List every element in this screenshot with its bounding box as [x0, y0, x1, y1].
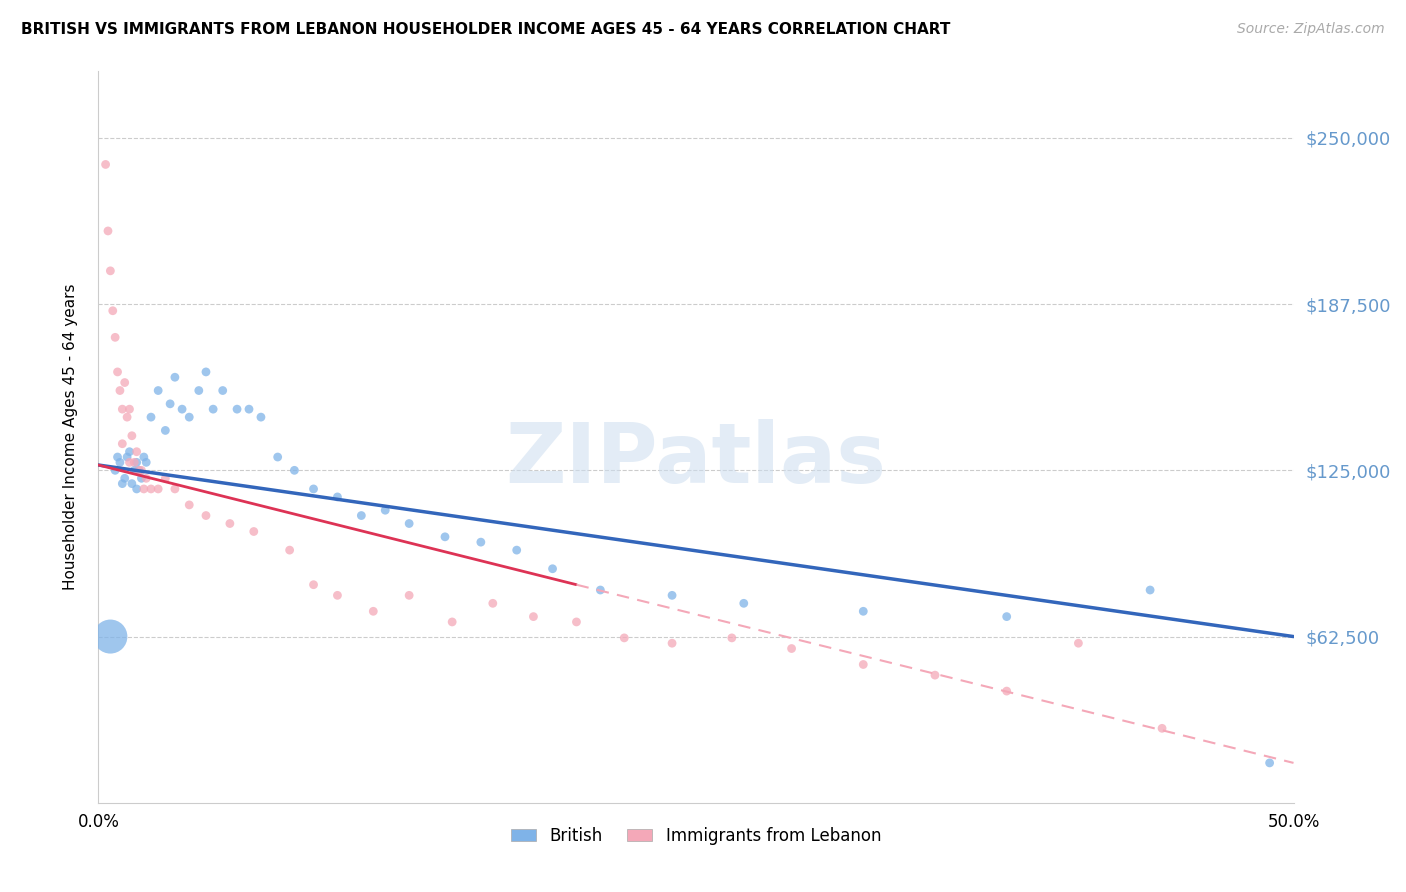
- Point: [661, 588, 683, 602]
- Point: [114, 471, 136, 485]
- Point: [195, 365, 218, 379]
- Point: [924, 668, 946, 682]
- Point: [302, 577, 325, 591]
- Point: [111, 402, 134, 417]
- Point: [565, 615, 588, 629]
- Point: [995, 684, 1018, 698]
- Point: [97, 224, 120, 238]
- Point: [172, 402, 194, 417]
- Point: [163, 482, 186, 496]
- Point: [132, 482, 155, 496]
- Point: [139, 482, 162, 496]
- Point: [108, 455, 131, 469]
- Point: [1258, 756, 1281, 770]
- Point: [118, 455, 141, 469]
- Point: [195, 508, 218, 523]
- Point: [128, 463, 150, 477]
- Point: [115, 450, 138, 464]
- Point: [148, 482, 170, 496]
- Point: [107, 365, 129, 379]
- Point: [434, 530, 457, 544]
- Point: [202, 402, 225, 417]
- Point: [104, 330, 127, 344]
- Point: [780, 641, 803, 656]
- Point: [211, 384, 233, 398]
- Point: [118, 444, 141, 458]
- Point: [350, 508, 373, 523]
- Point: [219, 516, 242, 531]
- Point: [398, 516, 420, 531]
- Point: [111, 436, 134, 450]
- Point: [125, 455, 148, 469]
- Point: [111, 476, 134, 491]
- Point: [326, 588, 349, 602]
- Point: [481, 596, 505, 610]
- Text: BRITISH VS IMMIGRANTS FROM LEBANON HOUSEHOLDER INCOME AGES 45 - 64 YEARS CORRELA: BRITISH VS IMMIGRANTS FROM LEBANON HOUSE…: [21, 22, 950, 37]
- Point: [226, 402, 249, 417]
- Point: [278, 543, 301, 558]
- Point: [98, 630, 122, 644]
- Point: [125, 444, 148, 458]
- Point: [98, 264, 122, 278]
- Point: [733, 596, 755, 610]
- Point: [125, 482, 148, 496]
- Point: [187, 384, 209, 398]
- Point: [124, 455, 146, 469]
- Point: [243, 524, 266, 539]
- Point: [267, 450, 290, 464]
- Point: [250, 410, 273, 425]
- Point: [374, 503, 396, 517]
- Point: [326, 490, 349, 504]
- Point: [506, 543, 529, 558]
- Point: [155, 471, 177, 485]
- Point: [101, 303, 124, 318]
- Text: Source: ZipAtlas.com: Source: ZipAtlas.com: [1237, 22, 1385, 37]
- Point: [721, 631, 744, 645]
- Point: [470, 535, 492, 549]
- Point: [108, 384, 131, 398]
- Point: [441, 615, 464, 629]
- Point: [1152, 722, 1174, 736]
- Point: [135, 455, 157, 469]
- Point: [128, 463, 150, 477]
- Point: [132, 450, 155, 464]
- Point: [115, 410, 138, 425]
- Point: [363, 604, 385, 618]
- Point: [118, 402, 141, 417]
- Point: [124, 463, 146, 477]
- Point: [131, 463, 153, 477]
- Point: [398, 588, 420, 602]
- Point: [121, 476, 143, 491]
- Point: [238, 402, 260, 417]
- Text: ZIPatlas: ZIPatlas: [506, 418, 886, 500]
- Point: [852, 657, 875, 672]
- Point: [589, 582, 612, 597]
- Point: [155, 424, 177, 438]
- Point: [114, 376, 136, 390]
- Point: [139, 410, 162, 425]
- Point: [179, 410, 201, 425]
- Point: [302, 482, 325, 496]
- Point: [159, 397, 181, 411]
- Point: [541, 562, 564, 576]
- Point: [163, 370, 186, 384]
- Y-axis label: Householder Income Ages 45 - 64 years: Householder Income Ages 45 - 64 years: [63, 284, 77, 591]
- Point: [522, 609, 544, 624]
- Legend: British, Immigrants from Lebanon: British, Immigrants from Lebanon: [502, 818, 890, 853]
- Point: [661, 636, 683, 650]
- Point: [613, 631, 636, 645]
- Point: [852, 604, 875, 618]
- Point: [107, 450, 129, 464]
- Point: [131, 471, 153, 485]
- Point: [1067, 636, 1090, 650]
- Point: [94, 157, 117, 171]
- Point: [148, 384, 170, 398]
- Point: [135, 471, 157, 485]
- Point: [121, 429, 143, 443]
- Point: [1139, 582, 1161, 597]
- Point: [283, 463, 305, 477]
- Point: [995, 609, 1018, 624]
- Point: [104, 463, 127, 477]
- Point: [179, 498, 201, 512]
